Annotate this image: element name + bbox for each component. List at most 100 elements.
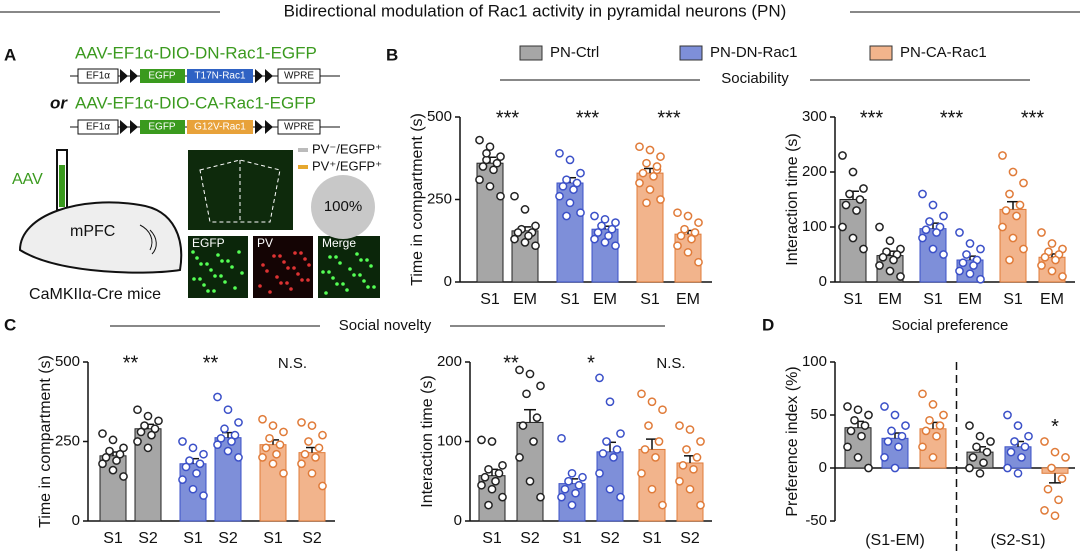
- data-point: [678, 461, 688, 470]
- data-point: [1037, 261, 1046, 270]
- data-point: [484, 464, 493, 474]
- data-point: [213, 440, 222, 450]
- group-label: (S2-S1): [990, 532, 1045, 549]
- cell: [345, 288, 349, 292]
- bg: [700, 72, 810, 88]
- cell: [335, 282, 339, 286]
- data-point: [147, 430, 156, 440]
- cell: [198, 277, 202, 281]
- promoter: EF1α: [86, 71, 110, 82]
- data-point: [574, 480, 584, 490]
- data-point: [642, 198, 651, 208]
- data-point: [1061, 453, 1070, 462]
- data-point: [108, 435, 118, 445]
- data-point: [656, 195, 665, 204]
- data-point: [673, 208, 682, 218]
- data-point: [261, 443, 271, 453]
- data-point: [311, 453, 320, 462]
- x-tick-label: S2: [218, 530, 238, 547]
- data-point: [532, 413, 542, 422]
- cell: [307, 263, 311, 267]
- y-tick-label: 500: [427, 108, 452, 125]
- bg: [320, 318, 450, 334]
- data-point: [965, 239, 975, 248]
- data-point: [314, 443, 324, 453]
- significance: **: [203, 352, 219, 374]
- data-point: [925, 415, 934, 425]
- section-title: Social preference: [892, 317, 1009, 334]
- cell: [303, 257, 307, 261]
- data-point: [694, 218, 703, 227]
- box: [277, 119, 321, 135]
- data-point: [562, 175, 571, 185]
- data-point: [965, 421, 974, 430]
- x-tick-label: EM: [676, 291, 700, 308]
- x-tick-label: S1: [480, 291, 500, 308]
- data-point: [875, 261, 884, 270]
- legend-label: PN-Ctrl: [550, 44, 599, 61]
- data-point: [860, 421, 870, 430]
- data-point: [216, 433, 226, 443]
- data-point: [690, 228, 700, 237]
- data-point: [848, 233, 858, 243]
- data-point: [1005, 189, 1014, 199]
- data-point: [492, 158, 502, 168]
- data-point: [889, 255, 898, 265]
- box: [77, 68, 119, 84]
- cell: [258, 284, 262, 288]
- cell: [365, 258, 369, 262]
- y-tick-label: 0: [819, 459, 827, 476]
- data-point: [571, 488, 580, 498]
- data-point: [955, 228, 964, 237]
- image: [253, 236, 313, 298]
- or: or: [50, 93, 68, 112]
- data-point: [616, 429, 625, 438]
- data-point: [616, 492, 625, 502]
- data-point: [188, 443, 198, 453]
- y-tick-label: 300: [802, 108, 827, 125]
- x-tick-label: S1: [923, 291, 943, 308]
- data-point: [598, 449, 608, 458]
- data-point: [154, 416, 163, 426]
- data-point: [140, 421, 149, 430]
- data-point: [696, 437, 705, 446]
- cell: [372, 285, 376, 289]
- data-point: [536, 492, 545, 502]
- data-point: [850, 415, 859, 425]
- data-point: [645, 185, 655, 194]
- data-point: [894, 442, 903, 452]
- data-point: [880, 402, 889, 411]
- data-point: [564, 476, 573, 486]
- data-point: [976, 244, 985, 254]
- data-point: [1047, 239, 1057, 248]
- data-point: [195, 459, 205, 469]
- cell: [219, 274, 223, 278]
- data-point: [279, 468, 288, 478]
- data-point: [487, 437, 497, 446]
- data-point: [928, 244, 938, 254]
- data-point: [565, 198, 575, 208]
- cell: [212, 289, 216, 293]
- x-tick-label: S2: [138, 530, 158, 547]
- data-point: [108, 465, 118, 475]
- cell: [216, 253, 220, 257]
- data-point: [567, 468, 577, 478]
- data-point: [98, 459, 107, 469]
- data-point: [576, 208, 585, 218]
- data-point: [178, 437, 187, 446]
- data-point: [958, 258, 968, 268]
- data-point: [694, 257, 703, 267]
- data-point: [890, 463, 900, 473]
- data-point: [680, 224, 689, 234]
- data-point: [896, 272, 905, 281]
- data-point: [857, 431, 866, 441]
- data-point: [1019, 244, 1028, 254]
- legend-swatch: [519, 45, 543, 61]
- data-point: [1008, 167, 1018, 177]
- y-tick-label: 500: [55, 353, 80, 370]
- gene: G12V-Rac1: [194, 122, 246, 133]
- legend-label: PN-CA-Rac1: [900, 44, 987, 61]
- significance: ***: [940, 107, 964, 129]
- y-tick-label: 200: [437, 353, 462, 370]
- brain: [139, 224, 157, 255]
